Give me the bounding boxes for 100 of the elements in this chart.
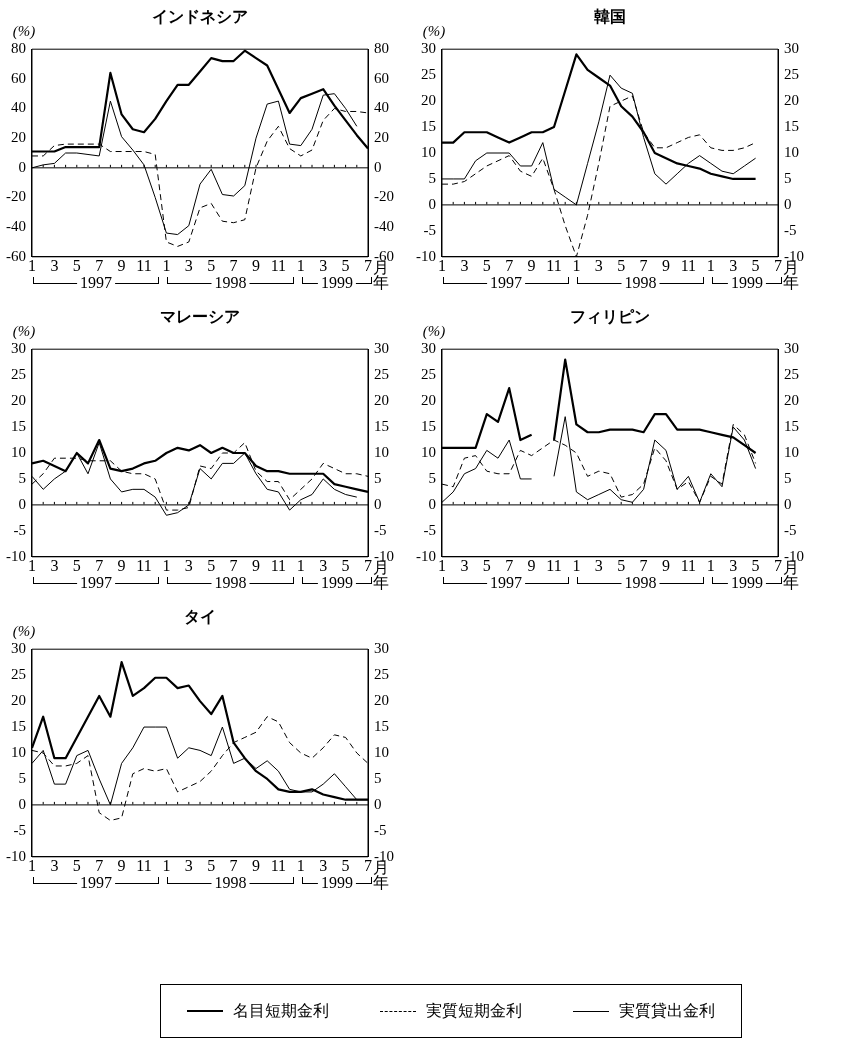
y2-tick-label: -40: [374, 218, 394, 235]
y-tick-label: 30: [421, 340, 436, 357]
legend-label: 実質短期金利: [425, 1000, 522, 1021]
x-tick-label: 3: [729, 556, 738, 574]
y2-tick-label: 80: [374, 40, 389, 57]
text: 1997: [80, 274, 113, 291]
y-tick-label: -10: [6, 547, 26, 564]
x-tick-label: 7: [639, 556, 648, 574]
y2-tick-label: -5: [784, 221, 797, 238]
y-tick-label: -40: [6, 218, 26, 235]
text: 1998: [214, 574, 247, 591]
y-tick-label: 20: [421, 392, 436, 409]
x-tick-label: 9: [252, 256, 260, 274]
x-tick-label: 1: [162, 856, 171, 874]
y-tick-label: 15: [421, 417, 436, 434]
chart-title: インドネシア: [152, 7, 248, 25]
y2-tick-label: 30: [784, 340, 799, 357]
y-tick-label: 5: [18, 769, 26, 786]
y-tick-label: 15: [11, 717, 26, 734]
x-tick-label: 7: [774, 256, 782, 274]
y2-tick-label: 40: [374, 99, 389, 116]
x-tick-label: 3: [319, 856, 328, 874]
y2-tick-label: 0: [784, 195, 792, 212]
y2-tick-label: 25: [784, 366, 799, 383]
y-tick-label: 5: [428, 169, 436, 186]
text: 年: [373, 874, 389, 891]
x-tick-label: 11: [136, 256, 152, 274]
y-tick-label: 30: [11, 640, 26, 657]
x-tick-label: 7: [364, 256, 372, 274]
y-tick-label: -5: [13, 821, 26, 838]
x-tick-label: 1: [296, 256, 305, 274]
x-tick-label: 5: [341, 856, 350, 874]
text: 1998: [214, 274, 247, 291]
y-axis-title: (%): [12, 322, 36, 340]
y2-tick-label: 15: [784, 417, 799, 434]
x-tick-label: 3: [594, 256, 603, 274]
text: 1998: [624, 274, 657, 291]
y2-tick-label: 15: [374, 717, 389, 734]
y2-tick-label: 20: [374, 692, 389, 709]
y-tick-label: -10: [416, 547, 436, 564]
y2-tick-label: 5: [374, 769, 382, 786]
y2-tick-label: -5: [784, 521, 797, 538]
x-tick-label: 5: [341, 556, 350, 574]
y-tick-label: 25: [11, 666, 26, 683]
x-tick-label: 3: [594, 556, 603, 574]
x-tick-label: 11: [136, 556, 152, 574]
y2-tick-label: 15: [374, 417, 389, 434]
y-tick-label: 10: [11, 443, 26, 460]
y2-tick-label: 25: [374, 666, 389, 683]
x-tick-label: 7: [364, 856, 372, 874]
y2-tick-label: 10: [784, 443, 799, 460]
y-tick-label: -10: [416, 247, 436, 264]
x-tick-label: 3: [729, 256, 738, 274]
y-tick-label: 10: [421, 143, 436, 160]
x-tick-label: 7: [229, 256, 238, 274]
x-tick-label: 5: [751, 256, 760, 274]
y-tick-label: 20: [11, 129, 26, 146]
text: 1999: [320, 874, 353, 891]
y2-tick-label: -5: [374, 521, 387, 538]
x-tick-label: 7: [505, 256, 514, 274]
x-tick-label: 1: [296, 856, 305, 874]
text: 1997: [80, 874, 113, 891]
x-tick-label: 7: [229, 556, 238, 574]
x-tick-label: 3: [460, 256, 469, 274]
y-tick-label: 15: [11, 417, 26, 434]
x-tick-label: 5: [617, 256, 626, 274]
x-tick-label: 9: [527, 256, 536, 274]
y-tick-label: 80: [11, 40, 26, 57]
x-tick-label: 9: [252, 556, 260, 574]
x-tick-label: 9: [117, 856, 126, 874]
x-tick-label: 11: [546, 556, 562, 574]
y2-tick-label: -20: [374, 188, 394, 205]
text: 年: [373, 274, 389, 291]
x-tick-label: 1: [296, 556, 305, 574]
chart-title: 韓国: [594, 7, 626, 25]
y-tick-label: 40: [11, 99, 26, 116]
x-tick-label: 3: [184, 556, 193, 574]
y-tick-label: 5: [428, 469, 436, 486]
y-tick-label: 20: [11, 692, 26, 709]
x-tick-label: 11: [136, 856, 152, 874]
y-tick-label: 10: [11, 743, 26, 760]
y-tick-label: 25: [421, 366, 436, 383]
y2-tick-label: 0: [374, 495, 382, 512]
text: 年: [783, 574, 799, 591]
x-tick-label: 1: [28, 856, 36, 874]
y-tick-label: 0: [428, 195, 436, 212]
x-tick-label: 5: [207, 256, 216, 274]
x-tick-label: 9: [662, 556, 670, 574]
x-tick-label: 5: [72, 556, 81, 574]
x-tick-label: 9: [117, 256, 126, 274]
y2-tick-label: 10: [374, 443, 389, 460]
x-tick-label: 3: [184, 256, 193, 274]
x-tick-label: 11: [546, 256, 562, 274]
y-tick-label: -60: [6, 247, 26, 264]
y-tick-label: -20: [6, 188, 26, 205]
x-tick-label: 5: [72, 256, 81, 274]
x-tick-label: 1: [28, 256, 36, 274]
x-tick-label: 3: [460, 556, 469, 574]
y2-tick-label: 5: [374, 469, 382, 486]
x-tick-label: 3: [50, 256, 59, 274]
